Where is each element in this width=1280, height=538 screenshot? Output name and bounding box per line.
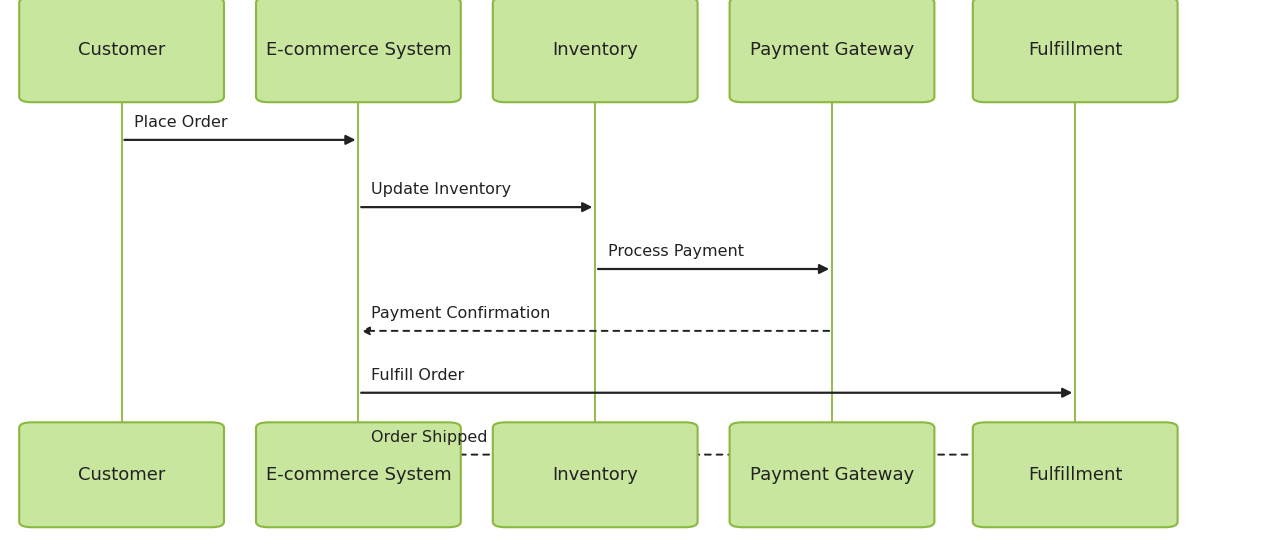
FancyBboxPatch shape bbox=[493, 0, 698, 102]
Text: Process Payment: Process Payment bbox=[608, 244, 744, 259]
FancyBboxPatch shape bbox=[730, 422, 934, 527]
Text: Place Order: Place Order bbox=[134, 115, 228, 130]
Text: Payment Confirmation: Payment Confirmation bbox=[371, 306, 550, 321]
Text: Payment Gateway: Payment Gateway bbox=[750, 466, 914, 484]
Text: Update Inventory: Update Inventory bbox=[371, 182, 511, 197]
Text: Inventory: Inventory bbox=[552, 466, 639, 484]
FancyBboxPatch shape bbox=[730, 0, 934, 102]
Text: Order Shipped: Order Shipped bbox=[371, 430, 488, 445]
Text: E-commerce System: E-commerce System bbox=[265, 466, 452, 484]
Text: Fulfill Order: Fulfill Order bbox=[371, 368, 465, 383]
Text: Fulfillment: Fulfillment bbox=[1028, 466, 1123, 484]
Text: E-commerce System: E-commerce System bbox=[265, 41, 452, 59]
Text: Customer: Customer bbox=[78, 466, 165, 484]
FancyBboxPatch shape bbox=[19, 422, 224, 527]
Text: Payment Gateway: Payment Gateway bbox=[750, 41, 914, 59]
Text: Customer: Customer bbox=[78, 41, 165, 59]
FancyBboxPatch shape bbox=[493, 422, 698, 527]
FancyBboxPatch shape bbox=[973, 0, 1178, 102]
Text: Inventory: Inventory bbox=[552, 41, 639, 59]
Text: Fulfillment: Fulfillment bbox=[1028, 41, 1123, 59]
FancyBboxPatch shape bbox=[256, 422, 461, 527]
FancyBboxPatch shape bbox=[19, 0, 224, 102]
FancyBboxPatch shape bbox=[973, 422, 1178, 527]
FancyBboxPatch shape bbox=[256, 0, 461, 102]
